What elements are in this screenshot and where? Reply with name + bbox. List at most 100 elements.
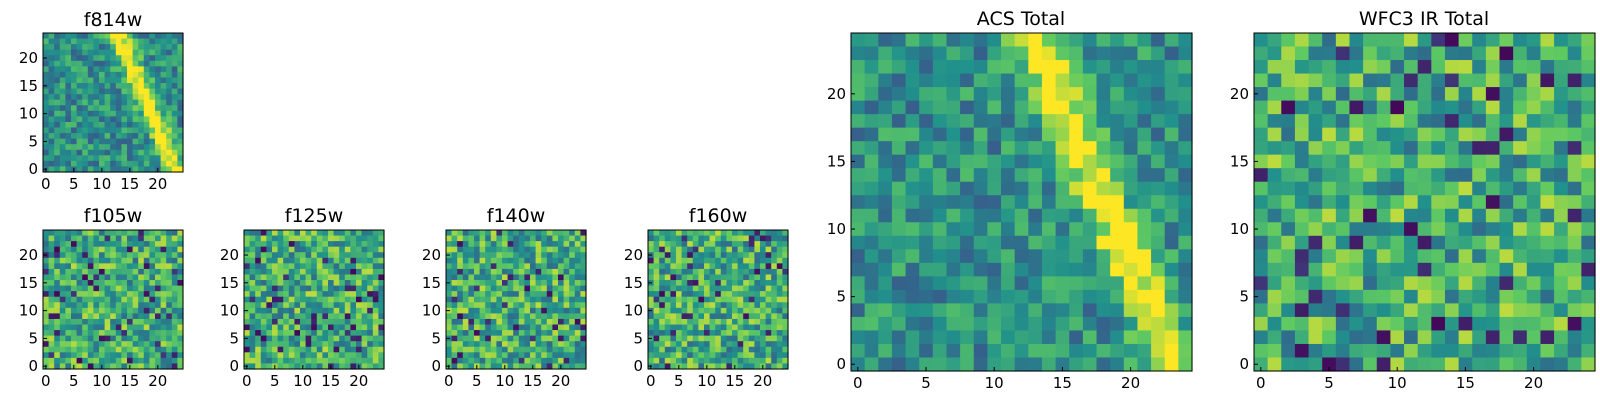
heatmap-cell	[71, 274, 78, 281]
heatmap-cell	[76, 307, 83, 314]
heatmap-cell	[138, 99, 145, 106]
heatmap-cell	[76, 318, 83, 326]
heatmap-cell	[737, 341, 744, 348]
heatmap-cell	[552, 274, 559, 281]
heatmap-cell	[1001, 289, 1016, 304]
heatmap-cell	[305, 357, 312, 365]
heatmap-cell	[1294, 357, 1310, 372]
heatmap-cell	[143, 246, 150, 253]
heatmap-cell	[692, 363, 699, 370]
heatmap-cell	[474, 280, 481, 287]
heatmap-cell	[1267, 181, 1282, 196]
heatmap-cell	[518, 357, 525, 365]
heatmap-cell	[177, 252, 184, 259]
heatmap-cell	[283, 335, 290, 342]
heatmap-cell	[446, 296, 453, 303]
heatmap-cell	[864, 195, 879, 210]
heatmap-cell	[1267, 195, 1282, 210]
heatmap-cell	[502, 302, 509, 309]
heatmap-cell	[43, 160, 50, 168]
heatmap-cell	[474, 330, 481, 337]
heatmap-cell	[367, 252, 374, 259]
heatmap-cell	[1444, 87, 1460, 102]
heatmap-cell	[76, 302, 83, 309]
heatmap-cell	[1082, 60, 1098, 75]
heatmap-cell	[1178, 330, 1193, 345]
heatmap-cell	[361, 324, 368, 331]
heatmap-cell	[272, 230, 279, 237]
heatmap-cell	[1417, 195, 1432, 210]
heatmap-cell	[1164, 33, 1179, 48]
heatmap-cell	[1458, 141, 1473, 156]
heatmap-cell	[333, 302, 340, 309]
heatmap-cell	[446, 230, 453, 237]
heatmap-cell	[474, 263, 481, 270]
heatmap-cell	[1472, 195, 1487, 210]
heatmap-cell	[524, 363, 531, 370]
heatmap-cell	[249, 252, 256, 259]
heatmap-cell	[87, 144, 94, 151]
heatmap-cell	[177, 55, 184, 62]
heatmap-cell	[1294, 262, 1310, 277]
heatmap-cell	[260, 302, 267, 309]
heatmap-cell	[1363, 181, 1378, 196]
heatmap-cell	[530, 274, 537, 281]
heatmap-cell	[569, 291, 576, 298]
heatmap-cell	[698, 296, 705, 303]
heatmap-cell	[149, 268, 156, 276]
heatmap-cell	[1164, 195, 1179, 210]
heatmap-cell	[1335, 289, 1351, 304]
heatmap-cell	[462, 307, 469, 314]
heatmap-cell	[760, 246, 767, 253]
heatmap-cell	[255, 307, 262, 314]
heatmap-cell	[322, 341, 329, 348]
heatmap-cell	[288, 352, 295, 359]
heatmap-cell	[1417, 249, 1432, 264]
heatmap-cell	[294, 235, 301, 242]
heatmap-cell	[1281, 73, 1296, 88]
heatmap-cell	[283, 280, 290, 287]
heatmap-cell	[776, 268, 783, 276]
heatmap-cell	[704, 257, 711, 264]
heatmap-cell	[138, 49, 145, 56]
heatmap-cell	[82, 307, 89, 314]
heatmap-cell	[1458, 249, 1473, 264]
heatmap-cell	[960, 141, 975, 156]
heatmap-cell	[1164, 330, 1179, 345]
heatmap-cell	[479, 341, 486, 348]
heatmap-cell	[255, 296, 262, 303]
heatmap-cell	[748, 246, 755, 253]
heatmap-cell	[1254, 195, 1269, 210]
heatmap-cell	[305, 324, 312, 331]
heatmap-cell	[1404, 249, 1419, 264]
heatmap-cell	[1254, 249, 1269, 264]
heatmap-cell	[48, 127, 55, 134]
heatmap-cell	[244, 296, 251, 303]
heatmap-cell	[919, 208, 934, 223]
heatmap-cell	[864, 289, 879, 304]
heatmap-cell	[468, 241, 475, 248]
heatmap-cell	[82, 352, 89, 359]
heatmap-cell	[960, 100, 975, 115]
heatmap-cell	[1151, 154, 1166, 169]
heatmap-cell	[43, 71, 50, 79]
heatmap-cell	[563, 291, 570, 298]
heatmap-cell	[1526, 60, 1542, 75]
heatmap-cell	[676, 252, 683, 259]
heatmap-cell	[87, 55, 94, 62]
heatmap-cell	[851, 303, 866, 318]
heatmap-cell	[344, 274, 351, 281]
heatmap-cell	[698, 324, 705, 331]
heatmap-cell	[541, 307, 548, 314]
heatmap-cell	[1390, 141, 1405, 156]
heatmap-cell	[177, 94, 184, 101]
heatmap-cell	[457, 263, 464, 270]
heatmap-cell	[177, 127, 184, 134]
heatmap-cell	[344, 291, 351, 298]
heatmap-cell	[1322, 343, 1337, 359]
heatmap-cell	[1281, 343, 1296, 359]
heatmap-cell	[507, 274, 514, 281]
heatmap-cell	[720, 296, 727, 303]
heatmap-cell	[973, 262, 988, 277]
heatmap-cell	[490, 330, 497, 337]
